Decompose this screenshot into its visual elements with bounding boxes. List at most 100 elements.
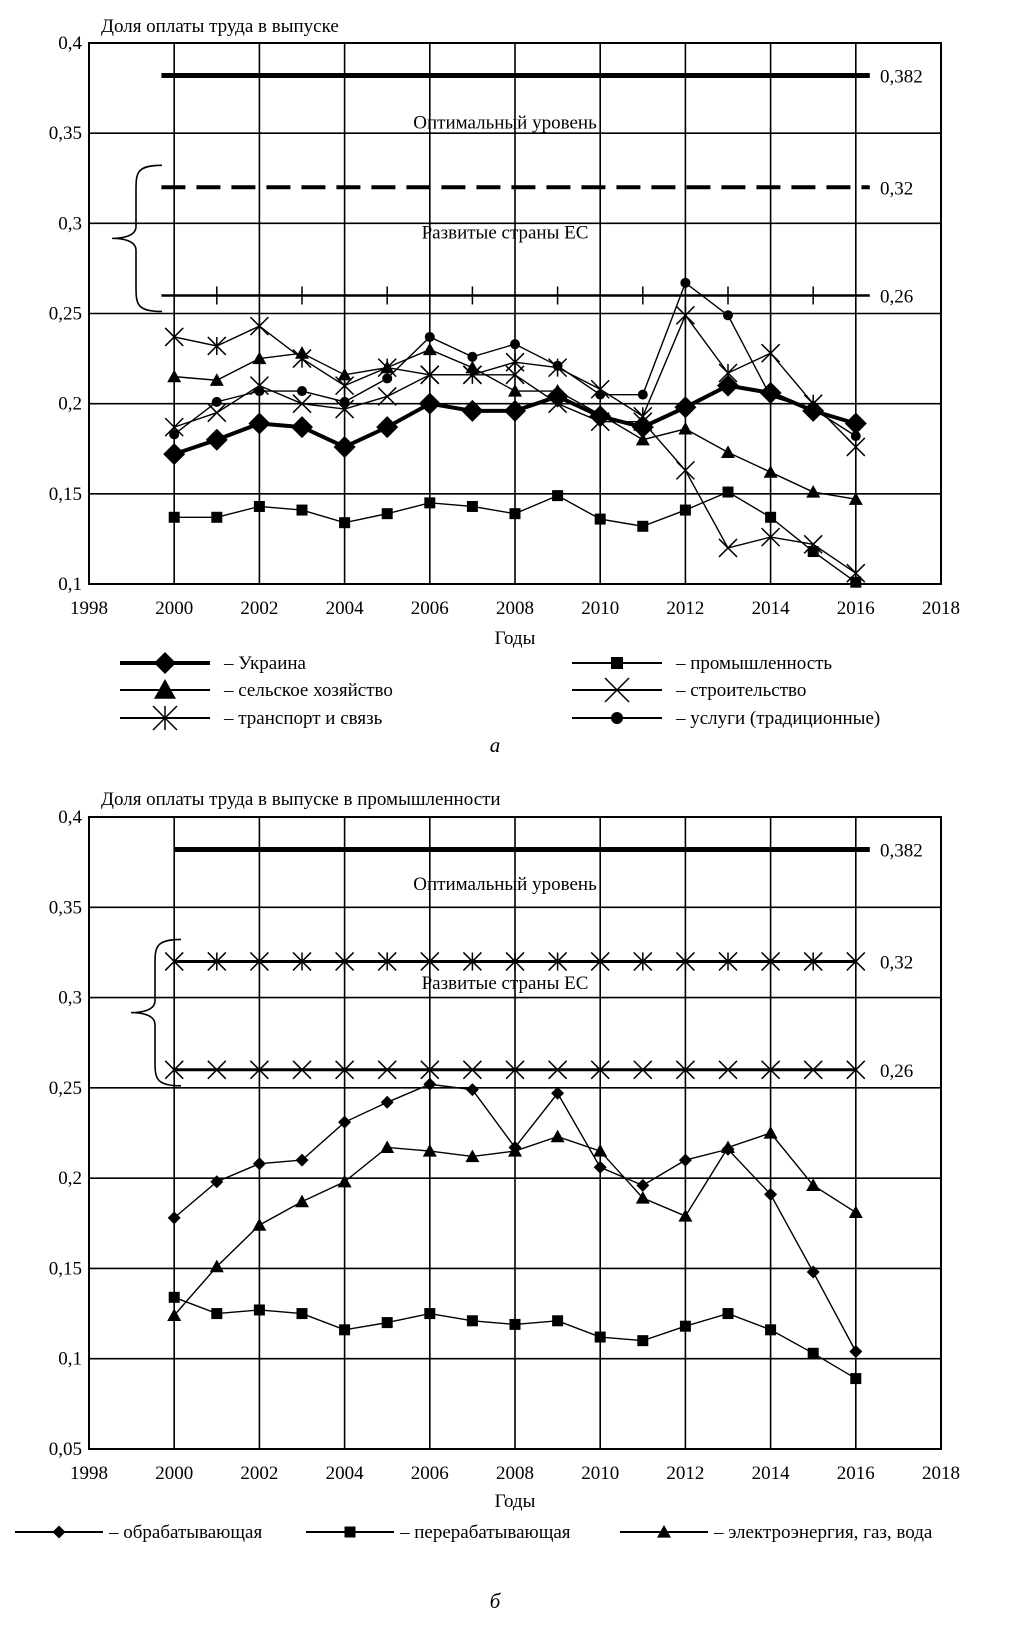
data-point [510, 339, 520, 350]
data-point [505, 365, 525, 385]
data-point [295, 1194, 309, 1208]
data-point [252, 1218, 267, 1231]
data-point [211, 396, 222, 407]
data-point [636, 1178, 650, 1192]
reference-marker [164, 1060, 184, 1080]
data-point [209, 373, 224, 386]
data-point [339, 517, 351, 529]
reference-marker [590, 1060, 610, 1080]
y-tick-label: 0,35 [49, 123, 82, 144]
reference-marker [761, 951, 781, 971]
data-point [380, 1140, 395, 1154]
reference-marker [548, 1060, 568, 1080]
data-point [848, 492, 863, 505]
reference-value-label: 0,382 [880, 841, 923, 862]
data-point [850, 1373, 862, 1385]
data-point [335, 399, 355, 419]
data-point [333, 435, 356, 458]
reference-marker [846, 1060, 866, 1080]
data-point [593, 1160, 607, 1174]
x-tick-label: 2010 [581, 598, 619, 619]
data-point [633, 412, 653, 432]
data-point [722, 1308, 734, 1320]
data-point [637, 520, 649, 532]
data-point [295, 1153, 309, 1167]
data-point [508, 384, 522, 397]
data-point [721, 1140, 735, 1154]
data-point [590, 412, 610, 432]
data-point [550, 1129, 565, 1143]
y-tick-label: 0,15 [49, 484, 82, 505]
data-point [296, 1308, 308, 1320]
y-tick-label: 0,15 [49, 1258, 82, 1279]
y-tick-label: 0,05 [49, 1439, 82, 1460]
data-point [210, 1175, 224, 1189]
band-label: Оптимальный уровень [413, 874, 597, 895]
reference-marker [335, 1060, 355, 1080]
panel-label: б [490, 1589, 502, 1613]
data-point [504, 399, 526, 422]
data-point [806, 485, 821, 498]
data-point [207, 336, 227, 356]
data-point [635, 432, 650, 446]
legend-marker [152, 705, 178, 731]
data-point [679, 1320, 691, 1332]
data-point [680, 277, 691, 288]
x-tick-label: 2002 [240, 598, 278, 619]
data-point [424, 1308, 436, 1320]
data-point [637, 1335, 649, 1347]
reference-marker [548, 951, 568, 971]
reference-marker [249, 951, 269, 971]
legend-label: – перерабатывающая [399, 1522, 571, 1543]
data-point [297, 386, 307, 397]
reference-marker [335, 951, 355, 971]
band-label: Оптимальный уровень [413, 112, 597, 133]
y-tick-label: 0,1 [58, 1349, 82, 1370]
data-point [675, 305, 695, 325]
reference-marker [590, 951, 610, 971]
data-point [167, 1211, 181, 1225]
data-point [552, 360, 563, 371]
plot-frame [88, 816, 942, 1450]
legend-marker [154, 679, 176, 699]
legend-label: – сельское хозяйство [223, 680, 393, 701]
legend-label: – электроэнергия, газ, вода [713, 1522, 933, 1543]
reference-marker [249, 1060, 269, 1080]
data-point [850, 431, 861, 442]
data-point [418, 392, 441, 415]
legend-label: – строительство [675, 680, 806, 701]
data-point [252, 351, 267, 365]
y-tick-label: 0,4 [58, 33, 82, 54]
data-point [765, 1324, 777, 1336]
data-point [382, 373, 393, 384]
reference-marker [377, 951, 397, 971]
legend-marker [154, 652, 176, 674]
x-tick-label: 2008 [496, 598, 534, 619]
eu-bracket [130, 938, 182, 1087]
y-tick-label: 0,35 [49, 897, 82, 918]
legend-marker [611, 712, 623, 724]
x-tick-label: 2010 [581, 1463, 619, 1484]
data-point [594, 1331, 606, 1343]
x-tick-label: 2004 [326, 598, 365, 619]
x-tick-label: 2004 [326, 1463, 365, 1484]
data-point [765, 391, 776, 402]
legend-marker [52, 1525, 66, 1539]
legend-label: – обрабатывающая [108, 1522, 262, 1543]
data-point [761, 527, 781, 547]
data-point [168, 511, 180, 523]
x-tick-label: 2000 [155, 598, 193, 619]
reference-marker [761, 1060, 781, 1080]
y-tick-label: 0,3 [58, 988, 82, 1009]
data-point [211, 1308, 223, 1320]
y-tick-label: 0,25 [49, 1078, 82, 1099]
data-point [337, 1174, 352, 1188]
chart-title: Доля оплаты труда в выпуске [101, 16, 339, 37]
data-point [296, 504, 308, 516]
data-point [509, 1318, 521, 1330]
x-tick-label: 2012 [666, 1463, 704, 1484]
data-point [423, 1077, 437, 1091]
data-point [167, 369, 182, 383]
data-point [167, 1308, 182, 1321]
